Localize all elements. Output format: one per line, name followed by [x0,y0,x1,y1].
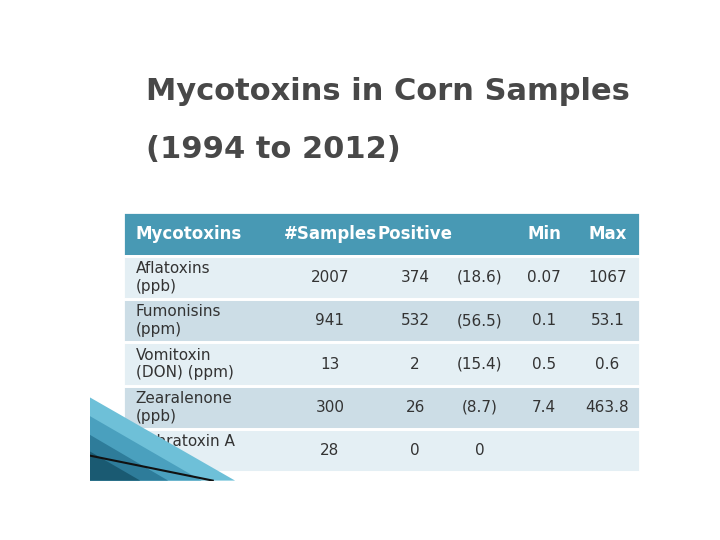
Polygon shape [90,435,168,481]
Text: Vomitoxin
(DON) (ppm): Vomitoxin (DON) (ppm) [135,348,233,380]
Text: Ochratoxin A
(ppb): Ochratoxin A (ppb) [135,434,235,467]
Bar [124,299,639,342]
Text: Min: Min [527,225,561,243]
Text: Max: Max [588,225,626,243]
Text: 2: 2 [410,356,420,372]
Text: Zearalenone
(ppb): Zearalenone (ppb) [135,391,233,423]
Text: 28: 28 [320,443,340,458]
Bar [124,386,639,429]
Text: (15.4): (15.4) [457,356,503,372]
Polygon shape [90,451,140,481]
Text: Fumonisins
(ppm): Fumonisins (ppm) [135,305,221,337]
Text: 26: 26 [405,400,425,415]
Text: (1994 to 2012): (1994 to 2012) [145,136,400,165]
Text: 463.8: 463.8 [585,400,629,415]
Bar [124,429,639,472]
Text: 13: 13 [320,356,340,372]
Text: (18.6): (18.6) [456,270,503,285]
Text: Positive: Positive [377,225,453,243]
Text: 0.07: 0.07 [527,270,561,285]
Text: 374: 374 [400,270,430,285]
Text: 300: 300 [315,400,344,415]
Bar [124,212,639,256]
Text: 2007: 2007 [311,270,349,285]
Text: 53.1: 53.1 [590,313,624,328]
Text: 1067: 1067 [588,270,626,285]
Text: 0.6: 0.6 [595,356,619,372]
Text: (56.5): (56.5) [456,313,503,328]
Text: 7.4: 7.4 [532,400,557,415]
Text: 532: 532 [400,313,430,328]
Text: 0: 0 [474,443,485,458]
Text: 0.5: 0.5 [532,356,557,372]
Bar [124,256,639,299]
Text: Aflatoxins
(ppb): Aflatoxins (ppb) [135,261,210,294]
Polygon shape [90,397,235,481]
Text: 0: 0 [410,443,420,458]
Bar [124,342,639,386]
Polygon shape [90,416,202,481]
Text: #Samples: #Samples [284,225,377,243]
Text: Mycotoxins in Corn Samples: Mycotoxins in Corn Samples [145,77,630,106]
Text: 0.1: 0.1 [532,313,557,328]
Text: Mycotoxins: Mycotoxins [135,225,242,243]
Text: (8.7): (8.7) [462,400,498,415]
Text: 941: 941 [315,313,344,328]
